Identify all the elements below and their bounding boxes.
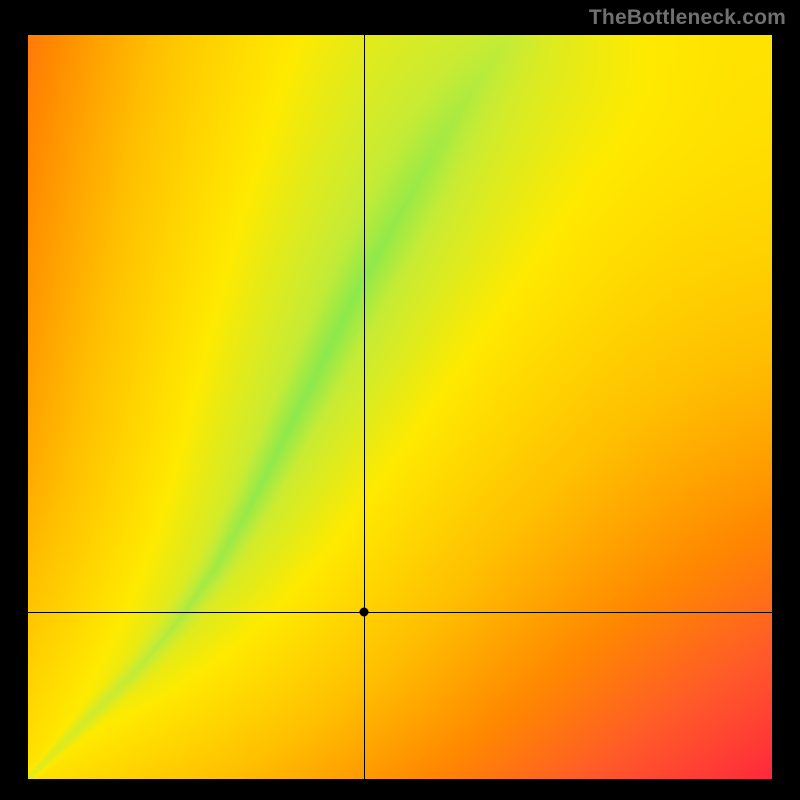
marker-dot	[359, 607, 368, 616]
heatmap-plot	[28, 35, 772, 779]
watermark-text: TheBottleneck.com	[589, 6, 786, 30]
crosshair-horizontal	[28, 612, 772, 613]
chart-container: TheBottleneck.com	[0, 0, 800, 800]
heatmap-canvas	[28, 35, 772, 779]
crosshair-vertical	[364, 35, 365, 779]
